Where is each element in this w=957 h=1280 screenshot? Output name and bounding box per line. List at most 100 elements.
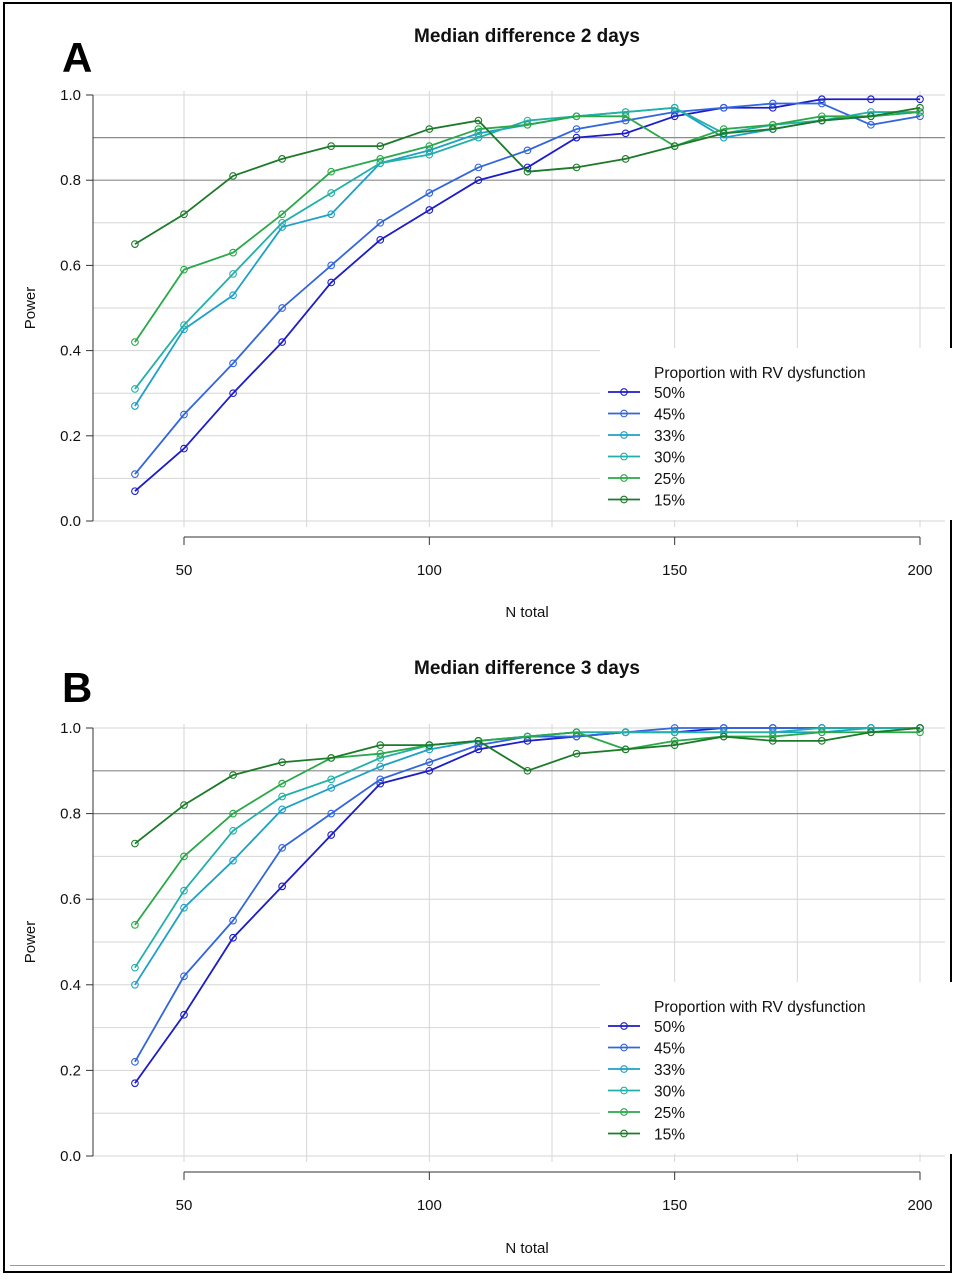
data-point xyxy=(376,741,385,749)
data-point xyxy=(180,1010,188,1019)
legend-label: 15% xyxy=(654,493,685,510)
data-point xyxy=(376,159,385,168)
data-point xyxy=(180,801,188,809)
data-point xyxy=(131,338,139,346)
data-point xyxy=(278,792,286,801)
panel-b: 0.0 0.2 0.4 0.6 0.8 1.0 Power 50 100 150 200 N tota… xyxy=(22,658,957,1257)
legend-label: 25% xyxy=(654,1105,685,1122)
x-axis-label: N total xyxy=(505,604,548,621)
data-point xyxy=(719,125,728,133)
series-50pct xyxy=(131,95,924,496)
legend-swatch-marker xyxy=(620,1108,628,1116)
data-point xyxy=(818,116,826,125)
legend-title: Proportion with RV dysfunction xyxy=(654,365,866,382)
legend-label: 30% xyxy=(654,450,685,467)
data-point xyxy=(425,142,434,150)
data-point xyxy=(572,112,581,121)
legend-item: 25% xyxy=(608,471,685,488)
series-line xyxy=(134,727,920,969)
data-point xyxy=(867,112,875,121)
figure-frame xyxy=(3,2,952,1273)
data-point xyxy=(278,304,286,312)
data-point xyxy=(180,444,188,453)
data-point xyxy=(768,99,777,108)
data-point xyxy=(523,167,532,176)
data-point xyxy=(818,95,826,104)
data-point xyxy=(131,839,139,848)
data-point xyxy=(278,805,286,814)
data-point xyxy=(425,741,434,749)
x-tick-label: 200 xyxy=(907,1197,932,1214)
y-tick-label: 0.8 xyxy=(60,172,81,189)
legend-swatch-marker xyxy=(620,495,628,504)
data-point xyxy=(719,728,728,737)
data-point xyxy=(327,775,336,784)
data-point xyxy=(916,95,924,104)
series-15pct xyxy=(131,103,924,248)
x-tick-label: 50 xyxy=(176,562,193,579)
data-point xyxy=(131,240,139,248)
data-point xyxy=(425,146,434,155)
panel-label: A xyxy=(62,34,92,81)
data-point xyxy=(327,167,336,176)
data-point xyxy=(818,724,826,732)
data-point xyxy=(376,235,385,244)
data-point xyxy=(278,843,286,852)
data-point xyxy=(131,1079,139,1088)
legend-label: 50% xyxy=(654,1019,685,1036)
data-point xyxy=(229,916,237,925)
legend-swatch-marker xyxy=(620,1022,628,1030)
data-point xyxy=(867,120,875,129)
legend-swatch-marker xyxy=(620,452,628,461)
x-tick-label: 200 xyxy=(907,562,932,579)
data-point xyxy=(180,265,188,274)
data-point xyxy=(327,142,336,150)
series-line xyxy=(134,106,920,390)
legend-item: 33% xyxy=(608,1062,685,1079)
data-point xyxy=(327,189,336,197)
data-point xyxy=(327,278,336,287)
legend-swatch-marker xyxy=(620,431,628,439)
data-point xyxy=(523,736,532,745)
data-point xyxy=(180,321,188,329)
data-point xyxy=(523,732,532,741)
data-point xyxy=(670,741,679,749)
legend-item: 30% xyxy=(608,450,685,467)
y-tick-label: 0.0 xyxy=(60,1148,81,1165)
legend-swatch-marker xyxy=(620,1129,628,1138)
x-tick-label: 150 xyxy=(662,562,687,579)
series-15pct xyxy=(131,724,924,848)
data-point xyxy=(768,736,777,745)
series-line xyxy=(134,731,920,926)
data-point xyxy=(180,852,188,861)
series-line xyxy=(134,727,921,845)
data-point xyxy=(916,108,924,116)
data-point xyxy=(719,724,728,732)
data-point xyxy=(131,385,139,393)
data-point xyxy=(131,470,139,478)
data-point xyxy=(278,218,286,227)
data-point xyxy=(376,749,385,758)
chart-title: Median difference 2 days xyxy=(414,26,640,47)
data-point xyxy=(327,210,336,219)
legend-label: 15% xyxy=(654,1127,685,1144)
legend-item: 50% xyxy=(608,385,685,402)
x-axis-label: N total xyxy=(505,1240,548,1257)
data-point xyxy=(474,129,483,138)
grid xyxy=(93,724,945,1162)
legend: Proportion with RV dysfunction 50% 45% 33% 3… xyxy=(600,982,957,1154)
chart-title: Median difference 3 days xyxy=(414,658,640,679)
x-tick-label: 50 xyxy=(176,1197,193,1214)
series-group xyxy=(131,724,924,1088)
data-point xyxy=(229,771,237,779)
legend-item: 30% xyxy=(608,1084,685,1101)
data-point xyxy=(916,724,924,732)
legend-swatch-marker xyxy=(620,409,628,418)
legend-item: 45% xyxy=(608,407,685,424)
data-point xyxy=(768,103,777,112)
data-point xyxy=(719,129,728,138)
legend-item: 15% xyxy=(608,1127,685,1144)
series-30pct xyxy=(131,724,924,972)
legend-swatch-marker xyxy=(620,1086,628,1095)
data-point xyxy=(229,248,237,257)
